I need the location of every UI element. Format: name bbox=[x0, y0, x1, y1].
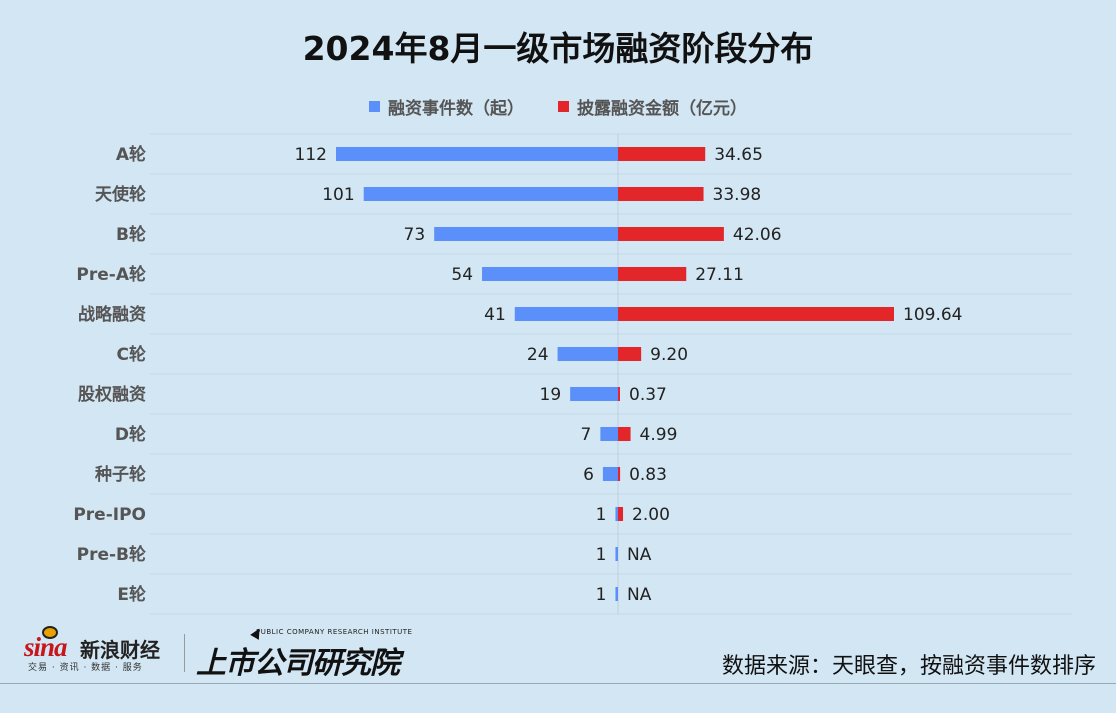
bar-amount bbox=[618, 227, 724, 241]
bar-amount bbox=[618, 187, 704, 201]
data-label-amount: NA bbox=[627, 585, 652, 605]
diverging-bar-chart: A轮 112 34.65 天使轮 101 33.98 B轮 73 42.06 Pre-A轮 54 27… bbox=[73, 133, 1072, 615]
sina-eye-icon bbox=[42, 626, 58, 639]
bar-amount bbox=[618, 147, 706, 161]
sina-tagline: 交易 · 资讯 · 数据 · 服务 bbox=[28, 663, 143, 673]
bar-amount bbox=[618, 307, 894, 321]
sina-finance-logo: sina 新浪财经 交易 · 资讯 · 数据 · 服务 bbox=[24, 626, 174, 674]
bar-events bbox=[615, 507, 618, 521]
legend-item-events: 融资事件数（起） bbox=[369, 94, 524, 119]
bar-events bbox=[482, 267, 618, 281]
bar-events bbox=[434, 227, 618, 241]
bar-events bbox=[615, 587, 618, 601]
category-label: Pre-IPO bbox=[73, 505, 146, 525]
bar-events bbox=[570, 387, 618, 401]
bar-amount bbox=[618, 507, 624, 521]
legend-label-amount: 披露融资金额（亿元） bbox=[577, 99, 747, 119]
category-label: 战略融资 bbox=[78, 304, 146, 325]
chart-legend: 融资事件数（起） 披露融资金额（亿元） bbox=[0, 94, 1116, 119]
institute-cn-name: 上市公司研究院 bbox=[196, 646, 400, 681]
data-label-events: 19 bbox=[540, 385, 562, 405]
data-label-events: 73 bbox=[404, 225, 426, 245]
data-label-amount: 2.00 bbox=[632, 505, 670, 525]
data-label-amount: 0.37 bbox=[629, 385, 667, 405]
data-label-events: 24 bbox=[527, 345, 549, 365]
institute-logo: PUBLIC COMPANY RESEARCH INSTITUTE 上市公司研究… bbox=[196, 626, 412, 681]
data-label-events: 112 bbox=[295, 145, 327, 165]
data-source-note: 数据来源：天眼查，按融资事件数排序 bbox=[721, 654, 1096, 679]
data-label-events: 1 bbox=[596, 545, 607, 565]
bar-events bbox=[363, 187, 618, 201]
category-label: E轮 bbox=[117, 584, 146, 605]
bar-amount bbox=[618, 387, 620, 401]
data-label-amount: 33.98 bbox=[713, 185, 762, 205]
data-label-events: 41 bbox=[484, 305, 506, 325]
data-label-amount: NA bbox=[627, 545, 652, 565]
bar-events bbox=[557, 347, 618, 361]
institute-en-name: PUBLIC COMPANY RESEARCH INSTITUTE bbox=[256, 628, 413, 636]
legend-swatch-events bbox=[369, 101, 380, 112]
bar-amount bbox=[618, 427, 631, 441]
legend-label-events: 融资事件数（起） bbox=[388, 99, 524, 119]
data-label-amount: 109.64 bbox=[903, 305, 962, 325]
legend-item-amount: 披露融资金额（亿元） bbox=[558, 94, 747, 119]
data-label-events: 54 bbox=[451, 265, 473, 285]
data-label-amount: 9.20 bbox=[650, 345, 688, 365]
bar-events bbox=[615, 547, 618, 561]
data-label-amount: 4.99 bbox=[640, 425, 678, 445]
category-label: A轮 bbox=[116, 144, 146, 165]
logo-divider bbox=[184, 634, 185, 672]
bar-events bbox=[336, 147, 618, 161]
category-label: 天使轮 bbox=[95, 184, 146, 205]
data-label-amount: 0.83 bbox=[629, 465, 667, 485]
legend-swatch-amount bbox=[558, 101, 569, 112]
category-label: 股权融资 bbox=[78, 384, 146, 405]
chart-title: 2024年8月一级市场融资阶段分布 bbox=[302, 29, 814, 68]
category-label: Pre-A轮 bbox=[76, 264, 146, 285]
category-label: B轮 bbox=[116, 224, 146, 245]
footer-divider bbox=[0, 683, 1116, 684]
category-label: 种子轮 bbox=[94, 464, 146, 485]
bar-amount bbox=[618, 467, 621, 481]
data-label-amount: 27.11 bbox=[695, 265, 744, 285]
sina-cn-name: 新浪财经 bbox=[80, 638, 160, 662]
category-label: D轮 bbox=[115, 424, 146, 445]
data-label-amount: 42.06 bbox=[733, 225, 782, 245]
bar-events bbox=[602, 467, 618, 481]
data-label-amount: 34.65 bbox=[714, 145, 763, 165]
data-label-events: 101 bbox=[322, 185, 354, 205]
bar-events bbox=[514, 307, 618, 321]
data-label-events: 6 bbox=[583, 465, 594, 485]
bar-events bbox=[600, 427, 618, 441]
data-label-events: 1 bbox=[596, 585, 607, 605]
category-label: Pre-B轮 bbox=[77, 544, 146, 565]
bar-amount bbox=[618, 347, 642, 361]
bar-amount bbox=[618, 267, 687, 281]
category-label: C轮 bbox=[117, 344, 146, 365]
data-label-events: 1 bbox=[596, 505, 607, 525]
data-label-events: 7 bbox=[581, 425, 592, 445]
